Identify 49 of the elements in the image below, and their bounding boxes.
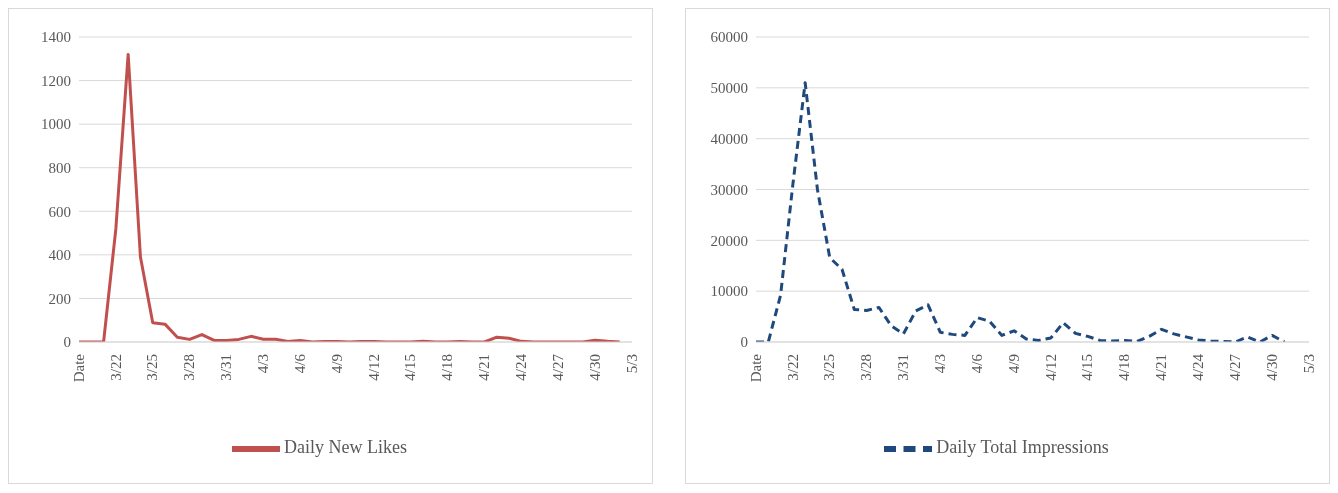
x-tick-label: 3/22 [107, 354, 124, 381]
x-tick-label: 4/21 [476, 354, 493, 381]
x-tick-label: 4/18 [1116, 354, 1133, 381]
x-tick-label: 4/18 [439, 354, 456, 381]
x-tick-label: 3/22 [784, 354, 801, 381]
x-tick-label: 4/3 [254, 354, 271, 374]
x-tick-label: 4/15 [402, 354, 419, 381]
x-tick-label: 4/27 [1226, 353, 1243, 381]
y-tick-label: 0 [63, 334, 71, 351]
x-tick-label: 3/31 [218, 354, 235, 381]
x-tick-label: 5/3 [623, 354, 640, 374]
legend-label: Daily New Likes [284, 437, 407, 458]
x-tick-label: 5/3 [1300, 354, 1317, 374]
y-tick-label: 30000 [710, 181, 748, 198]
y-tick-label: 40000 [710, 130, 748, 147]
y-tick-label: 60000 [710, 29, 748, 46]
x-tick-label: 4/9 [328, 354, 345, 374]
y-tick-label: 1000 [41, 116, 71, 133]
x-tick-label: Date [70, 353, 87, 383]
x-tick-label: 4/12 [1042, 354, 1059, 381]
y-tick-label: 0 [740, 334, 748, 351]
x-tick-label: 4/24 [513, 353, 530, 381]
y-tick-label: 10000 [710, 283, 748, 300]
y-tick-label: 50000 [710, 80, 748, 97]
x-tick-label: 4/9 [1005, 354, 1022, 374]
x-tick-label: 4/6 [291, 353, 308, 374]
x-tick-label: 4/30 [1263, 354, 1280, 381]
x-tick-label: 4/12 [365, 354, 382, 381]
x-tick-label: 4/24 [1190, 353, 1207, 381]
legend-label: Daily Total Impressions [936, 437, 1109, 458]
y-tick-label: 20000 [710, 232, 748, 249]
x-tick-label: 4/15 [1079, 354, 1096, 381]
x-tick-label: 3/31 [895, 354, 912, 381]
x-tick-label: Date [747, 353, 764, 383]
x-tick-label: 4/21 [1153, 354, 1170, 381]
y-tick-label: 1400 [41, 29, 71, 46]
y-tick-label: 1200 [41, 72, 71, 89]
x-tick-label: 3/25 [144, 354, 161, 381]
x-tick-label: 3/25 [821, 354, 838, 381]
x-tick-label: 3/28 [858, 354, 875, 381]
y-tick-label: 600 [48, 203, 71, 220]
y-tick-label: 800 [48, 160, 71, 177]
y-tick-label: 200 [48, 290, 71, 307]
y-tick-label: 400 [48, 247, 71, 264]
x-tick-label: 3/28 [181, 354, 198, 381]
x-tick-label: 4/6 [968, 353, 985, 374]
x-tick-label: 4/30 [586, 354, 603, 381]
x-tick-label: 4/27 [549, 353, 566, 381]
x-tick-label: 4/3 [931, 354, 948, 374]
